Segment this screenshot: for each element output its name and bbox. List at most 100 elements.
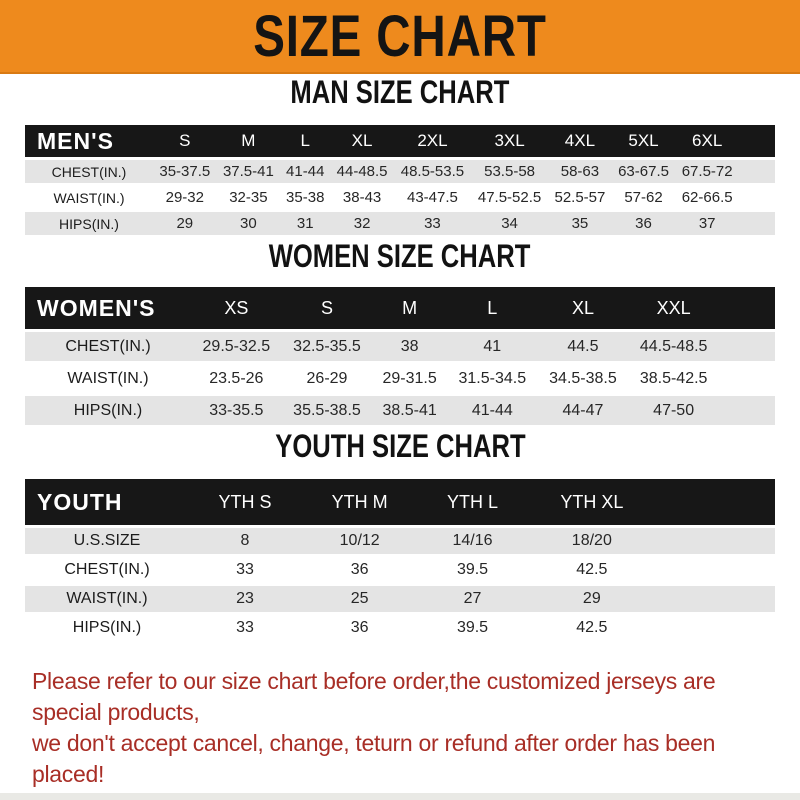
size-value-cell: 25 bbox=[300, 586, 419, 612]
size-value-cell: 52.5-57 bbox=[548, 186, 612, 209]
size-value-cell: 53.5-58 bbox=[471, 160, 549, 183]
size-value-cell: 41-44 bbox=[446, 396, 538, 425]
row-spacer bbox=[719, 332, 775, 361]
size-value-cell: 31.5-34.5 bbox=[446, 364, 538, 393]
row-spacer bbox=[739, 186, 775, 209]
women-size-table: WOMEN'S XS S M L XL XXL CHEST(IN.) 29.5-32.5 32.5… bbox=[25, 284, 775, 428]
size-value-cell: 36 bbox=[300, 615, 419, 641]
size-column-header: XL bbox=[330, 125, 394, 157]
women-section-heading-text: WOMEN SIZE CHART bbox=[269, 238, 531, 274]
size-value-cell: 44-47 bbox=[537, 396, 629, 425]
size-value-cell: 38.5-42.5 bbox=[628, 364, 719, 393]
youth-size-table: YOUTH YTH S YTH M YTH L YTH XL U.S.SIZE 8 10/12… bbox=[25, 476, 775, 644]
size-value-cell: 39.5 bbox=[418, 615, 527, 641]
women-section-heading: WOMEN SIZE CHART bbox=[0, 238, 800, 274]
size-value-cell: 34 bbox=[471, 212, 549, 235]
size-column-header: 3XL bbox=[471, 125, 549, 157]
row-spacer bbox=[657, 557, 775, 583]
table-group-label: MEN'S bbox=[25, 125, 153, 157]
size-column-header: YTH L bbox=[418, 479, 527, 525]
page-title: SIZE CHART bbox=[253, 3, 547, 69]
size-value-cell: 37 bbox=[675, 212, 739, 235]
header-spacer bbox=[657, 479, 775, 525]
row-spacer bbox=[657, 528, 775, 554]
size-value-cell: 57-62 bbox=[611, 186, 676, 209]
size-value-cell: 39.5 bbox=[418, 557, 527, 583]
men-section-heading: MAN SIZE CHART bbox=[0, 74, 800, 110]
size-value-cell: 47.5-52.5 bbox=[471, 186, 549, 209]
size-value-cell: 44-48.5 bbox=[330, 160, 394, 183]
row-label: WAIST(IN.) bbox=[25, 586, 189, 612]
table-row: WAIST(IN.) 23 25 27 29 bbox=[25, 586, 775, 612]
size-value-cell: 29 bbox=[526, 586, 657, 612]
size-value-cell: 35-38 bbox=[280, 186, 331, 209]
size-column-header: XXL bbox=[628, 287, 719, 329]
table-row: U.S.SIZE 8 10/12 14/16 18/20 bbox=[25, 528, 775, 554]
size-value-cell: 42.5 bbox=[526, 615, 657, 641]
table-row: CHEST(IN.) 33 36 39.5 42.5 bbox=[25, 557, 775, 583]
size-value-cell: 44.5 bbox=[537, 332, 629, 361]
row-label: WAIST(IN.) bbox=[25, 364, 191, 393]
size-value-cell: 35 bbox=[548, 212, 612, 235]
section-youth: YOUTH SIZE CHART YOUTH YTH S YTH M YTH L YTH… bbox=[0, 428, 800, 644]
size-value-cell: 32 bbox=[330, 212, 394, 235]
row-spacer bbox=[657, 586, 775, 612]
bottom-edge-strip bbox=[0, 793, 800, 800]
header-spacer bbox=[719, 287, 775, 329]
row-spacer bbox=[719, 364, 775, 393]
size-value-cell: 27 bbox=[418, 586, 527, 612]
size-value-cell: 37.5-41 bbox=[216, 160, 281, 183]
size-column-header: YTH S bbox=[189, 479, 301, 525]
size-value-cell: 29-31.5 bbox=[372, 364, 447, 393]
size-value-cell: 26-29 bbox=[281, 364, 373, 393]
row-label: HIPS(IN.) bbox=[25, 615, 189, 641]
size-value-cell: 35-37.5 bbox=[153, 160, 217, 183]
size-value-cell: 8 bbox=[189, 528, 301, 554]
size-column-header: L bbox=[280, 125, 331, 157]
youth-section-heading: YOUTH SIZE CHART bbox=[0, 428, 800, 464]
size-value-cell: 14/16 bbox=[418, 528, 527, 554]
table-row: HIPS(IN.) 29 30 31 32 33 34 35 36 37 bbox=[25, 212, 775, 235]
size-value-cell: 29-32 bbox=[153, 186, 217, 209]
size-value-cell: 29 bbox=[153, 212, 217, 235]
size-column-header: XL bbox=[537, 287, 629, 329]
footer-disclaimer: Please refer to our size chart before or… bbox=[32, 666, 776, 790]
table-header-row: YOUTH YTH S YTH M YTH L YTH XL bbox=[25, 479, 775, 525]
men-section-heading-text: MAN SIZE CHART bbox=[290, 74, 510, 110]
table-header-row: MEN'S S M L XL 2XL 3XL 4XL 5XL 6XL bbox=[25, 125, 775, 157]
table-row: WAIST(IN.) 23.5-26 26-29 29-31.5 31.5-34.5 34… bbox=[25, 364, 775, 393]
size-value-cell: 62-66.5 bbox=[675, 186, 739, 209]
size-value-cell: 32.5-35.5 bbox=[281, 332, 373, 361]
row-spacer bbox=[739, 212, 775, 235]
size-column-header: L bbox=[446, 287, 538, 329]
size-column-header: YTH M bbox=[300, 479, 419, 525]
header-spacer bbox=[739, 125, 775, 157]
section-men: MAN SIZE CHART MEN'S S M L XL 2XL 3XL 4XL 5XL 6XL… bbox=[0, 74, 800, 238]
row-label: HIPS(IN.) bbox=[25, 212, 153, 235]
table-group-label: WOMEN'S bbox=[25, 287, 191, 329]
table-row: CHEST(IN.) 29.5-32.5 32.5-35.5 38 41 44.5 44.5… bbox=[25, 332, 775, 361]
row-label: CHEST(IN.) bbox=[25, 557, 189, 583]
size-column-header: 2XL bbox=[393, 125, 471, 157]
size-column-header: 4XL bbox=[548, 125, 612, 157]
row-label: HIPS(IN.) bbox=[25, 396, 191, 425]
size-column-header: 5XL bbox=[611, 125, 676, 157]
size-value-cell: 41-44 bbox=[280, 160, 331, 183]
size-value-cell: 36 bbox=[300, 557, 419, 583]
size-value-cell: 23 bbox=[189, 586, 301, 612]
footer-disclaimer-line1: Please refer to our size chart before or… bbox=[32, 668, 716, 725]
size-column-header: XS bbox=[191, 287, 282, 329]
size-value-cell: 18/20 bbox=[526, 528, 657, 554]
table-row: WAIST(IN.) 29-32 32-35 35-38 38-43 43-47.5 47.… bbox=[25, 186, 775, 209]
men-table-wrap: MEN'S S M L XL 2XL 3XL 4XL 5XL 6XL CHEST(IN.) 35-37… bbox=[0, 122, 800, 238]
men-size-table: MEN'S S M L XL 2XL 3XL 4XL 5XL 6XL CHEST(IN.) 35-37… bbox=[25, 122, 775, 238]
size-value-cell: 30 bbox=[216, 212, 281, 235]
size-column-header: 6XL bbox=[675, 125, 739, 157]
size-value-cell: 31 bbox=[280, 212, 331, 235]
size-value-cell: 67.5-72 bbox=[675, 160, 739, 183]
size-value-cell: 43-47.5 bbox=[393, 186, 471, 209]
size-value-cell: 41 bbox=[446, 332, 538, 361]
row-spacer bbox=[719, 396, 775, 425]
size-value-cell: 38-43 bbox=[330, 186, 394, 209]
